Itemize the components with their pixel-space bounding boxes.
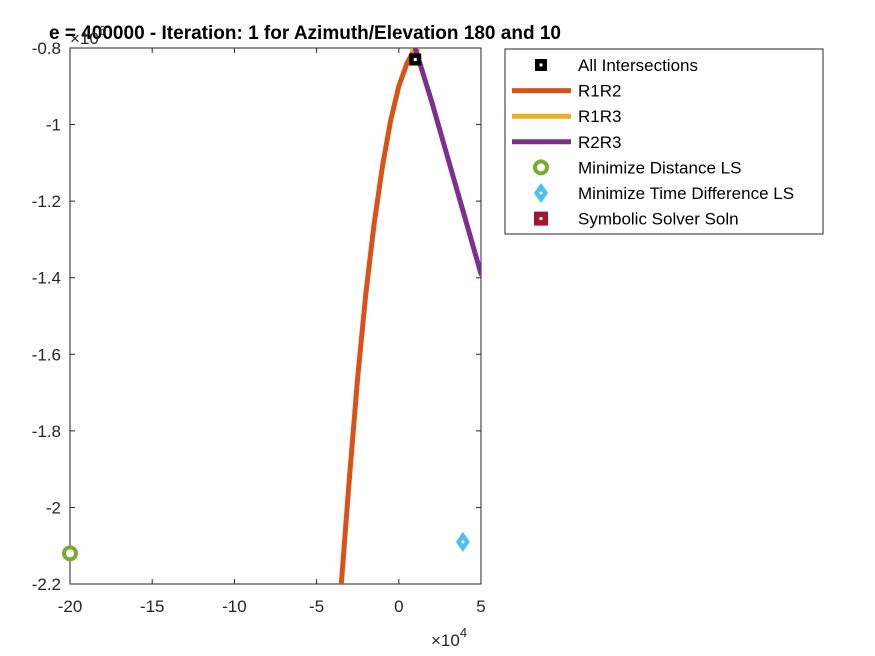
series-minimize-time-difference-ls-marker-center: [461, 540, 465, 544]
legend-symbolic-solver-soln-label: Symbolic Solver Soln: [578, 210, 739, 229]
legend-r1r2-label: R1R2: [578, 82, 621, 101]
y-tick-label: -1.4: [32, 269, 61, 288]
x-tick-label: -10: [222, 597, 247, 616]
axes-box: [69, 47, 482, 585]
legend-symbolic-solver-soln-swatch-center: [539, 217, 543, 221]
legend-all-intersections-swatch-center: [539, 63, 543, 67]
x-tick-label: 5: [476, 597, 485, 616]
legend-minimize-time-difference-ls-swatch-center: [539, 191, 543, 195]
legend-minimize-time-difference-ls-label: Minimize Time Difference LS: [578, 184, 794, 203]
x-tick-label: 0: [394, 597, 403, 616]
y-tick-label: -1.8: [32, 422, 61, 441]
x-tick-label: -20: [58, 597, 83, 616]
axes: -20 -15 -10 -5 0 5 -0.8 -1 -1.2 -1.4 -1.6 -1.8 -2 -2.…: [32, 23, 486, 650]
series-minimize-distance-ls-marker: [62, 545, 78, 562]
series-all-intersections-marker-center: [413, 57, 417, 61]
legend-minimize-distance-ls-label: Minimize Distance LS: [578, 158, 741, 177]
x-exponent-label: ×104: [431, 625, 467, 650]
legend: All Intersections R1R2 R1R3 R2R3 Minimize Di…: [504, 48, 824, 235]
markers-layer: [62, 53, 470, 562]
y-tick-label: -1.2: [32, 192, 61, 211]
legend-all-intersections-label: All Intersections: [578, 56, 698, 75]
series-r1r2-line: [338, 48, 418, 584]
y-tick-label: -0.8: [32, 39, 61, 58]
legend-minimize-distance-ls-swatch: [533, 159, 549, 176]
legend-r1r3-label: R1R3: [578, 107, 621, 126]
y-tick-label: -1: [46, 116, 61, 135]
legend-r2r3-label: R2R3: [578, 133, 621, 152]
series-layer: [338, 48, 481, 584]
chart-title: e = 400000 - Iteration: 1 for Azimuth/El…: [49, 23, 561, 44]
y-tick-label: -2.2: [32, 575, 61, 594]
y-tick-label: -1.6: [32, 345, 61, 364]
x-tick-label: -5: [309, 597, 324, 616]
x-tick-label: -15: [140, 597, 165, 616]
y-tick-label: -2: [46, 498, 61, 517]
series-r2r3-line: [412, 48, 481, 277]
